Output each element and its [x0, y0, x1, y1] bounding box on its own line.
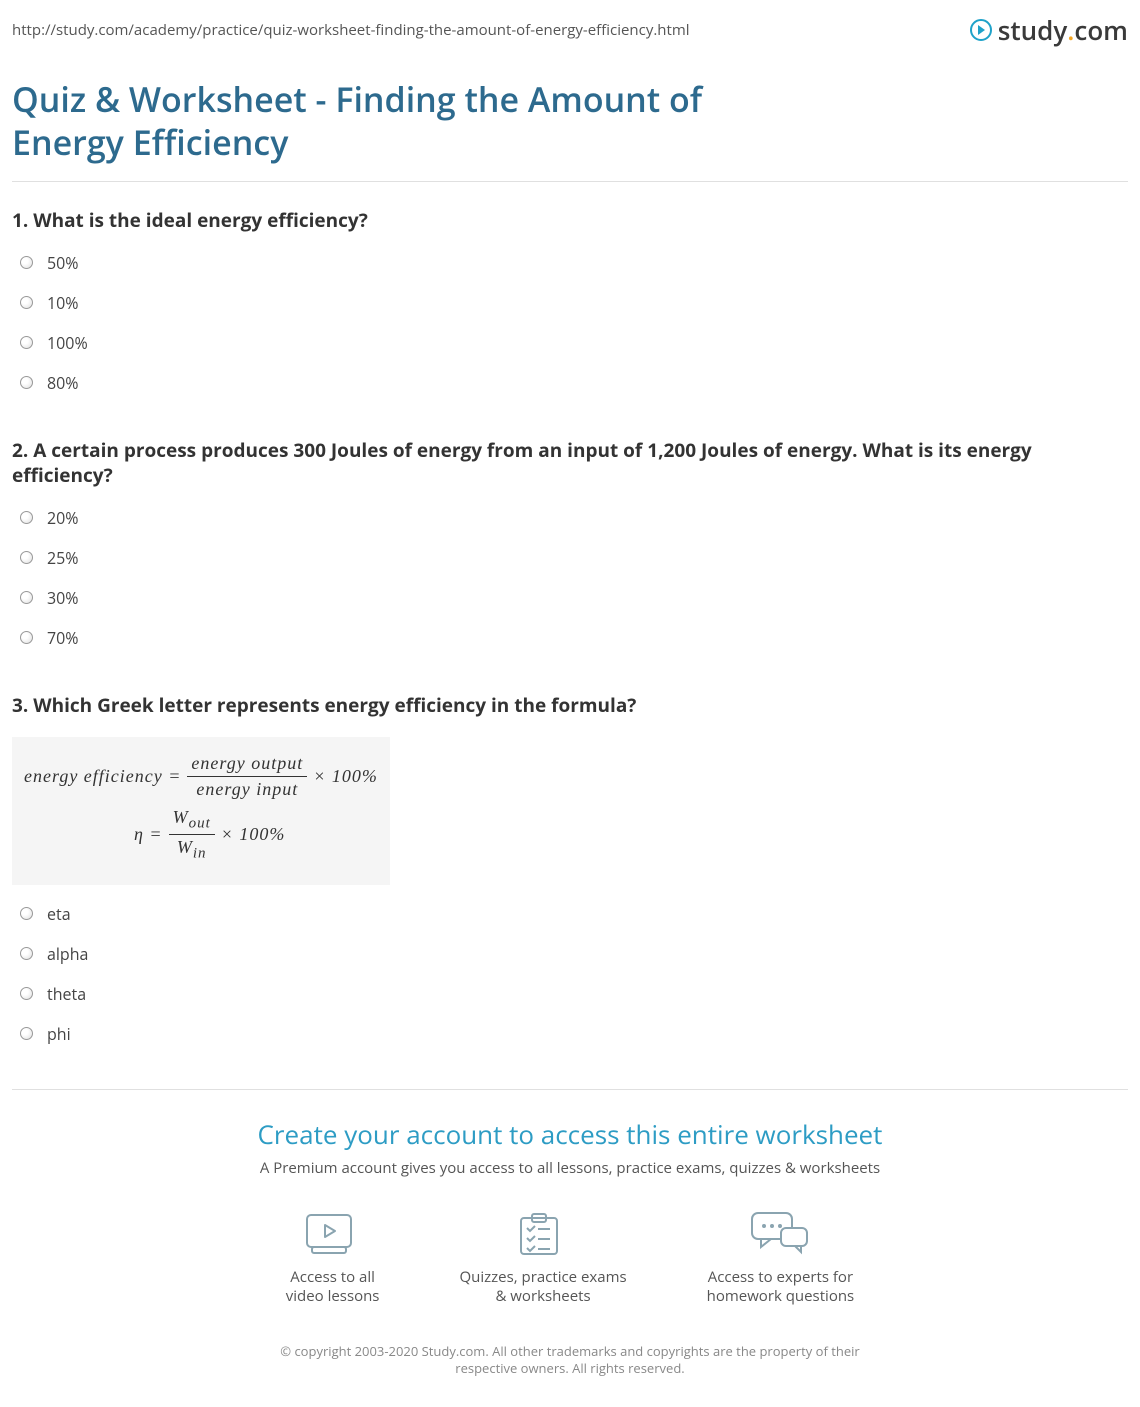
answer-option[interactable]: 50%	[20, 252, 1128, 274]
play-circle-icon	[970, 19, 992, 41]
answer-option[interactable]: 100%	[20, 332, 1128, 354]
answer-option[interactable]: eta	[20, 903, 1128, 925]
answer-option[interactable]: 25%	[20, 547, 1128, 569]
feature-text: Access to experts forhomework questions	[707, 1268, 855, 1307]
cta-subtitle: A Premium account gives you access to al…	[12, 1158, 1128, 1178]
page-title: Quiz & Worksheet - Finding the Amount of…	[12, 78, 732, 163]
video-icon	[306, 1212, 360, 1256]
feature-text: Access to allvideo lessons	[286, 1268, 380, 1307]
feature-video: Access to allvideo lessons	[286, 1212, 380, 1307]
answer-option[interactable]: 70%	[20, 627, 1128, 649]
radio-icon[interactable]	[20, 907, 33, 920]
formula-block: energy efficiency =energy outputenergy i…	[12, 737, 390, 885]
radio-icon[interactable]	[20, 296, 33, 309]
radio-icon[interactable]	[20, 987, 33, 1000]
radio-icon[interactable]	[20, 551, 33, 564]
feature-row: Access to allvideo lessons Quizzes, pract…	[12, 1212, 1128, 1307]
option-label: 20%	[47, 507, 79, 529]
feature-chat: Access to experts forhomework questions	[707, 1212, 855, 1307]
question-text: 2. A certain process produces 300 Joules…	[12, 438, 1128, 489]
feature-checklist: Quizzes, practice exams& worksheets	[459, 1212, 626, 1307]
option-list: 50% 10% 100% 80%	[12, 252, 1128, 394]
question-text: 3. Which Greek letter represents energy …	[12, 693, 1128, 719]
title-divider	[12, 181, 1128, 182]
radio-icon[interactable]	[20, 511, 33, 524]
cta-title: Create your account to access this entir…	[12, 1116, 1128, 1152]
option-label: theta	[47, 983, 86, 1005]
radio-icon[interactable]	[20, 336, 33, 349]
copyright: © copyright 2003-2020 Study.com. All oth…	[250, 1343, 890, 1377]
brand-suffix: com	[1074, 12, 1128, 48]
answer-option[interactable]: 30%	[20, 587, 1128, 609]
answer-option[interactable]: theta	[20, 983, 1128, 1005]
option-list: 20% 25% 30% 70%	[12, 507, 1128, 649]
question-block: 3. Which Greek letter represents energy …	[12, 693, 1128, 1045]
option-label: 25%	[47, 547, 79, 569]
page-url: http://study.com/academy/practice/quiz-w…	[12, 20, 690, 40]
option-label: 30%	[47, 587, 79, 609]
radio-icon[interactable]	[20, 947, 33, 960]
feature-text: Quizzes, practice exams& worksheets	[459, 1268, 626, 1307]
option-label: eta	[47, 903, 71, 925]
checklist-icon	[520, 1212, 566, 1256]
answer-option[interactable]: 20%	[20, 507, 1128, 529]
option-label: 100%	[47, 332, 88, 354]
radio-icon[interactable]	[20, 591, 33, 604]
answer-option[interactable]: 10%	[20, 292, 1128, 314]
answer-option[interactable]: alpha	[20, 943, 1128, 965]
brand-logo: study.com	[970, 12, 1128, 48]
answer-option[interactable]: 80%	[20, 372, 1128, 394]
option-list: eta alpha theta phi	[12, 903, 1128, 1045]
radio-icon[interactable]	[20, 256, 33, 269]
question-text: 1. What is the ideal energy efficiency?	[12, 208, 1128, 234]
option-label: 80%	[47, 372, 79, 394]
header-row: http://study.com/academy/practice/quiz-w…	[12, 12, 1128, 48]
option-label: phi	[47, 1023, 71, 1045]
option-label: alpha	[47, 943, 88, 965]
radio-icon[interactable]	[20, 1027, 33, 1040]
question-block: 2. A certain process produces 300 Joules…	[12, 438, 1128, 649]
brand-prefix: study	[998, 12, 1068, 48]
chat-icon	[751, 1212, 809, 1256]
option-label: 70%	[47, 627, 79, 649]
cta-section: Create your account to access this entir…	[12, 1089, 1128, 1377]
answer-option[interactable]: phi	[20, 1023, 1128, 1045]
option-label: 50%	[47, 252, 79, 274]
option-label: 10%	[47, 292, 79, 314]
question-block: 1. What is the ideal energy efficiency? 5…	[12, 208, 1128, 394]
radio-icon[interactable]	[20, 631, 33, 644]
radio-icon[interactable]	[20, 376, 33, 389]
